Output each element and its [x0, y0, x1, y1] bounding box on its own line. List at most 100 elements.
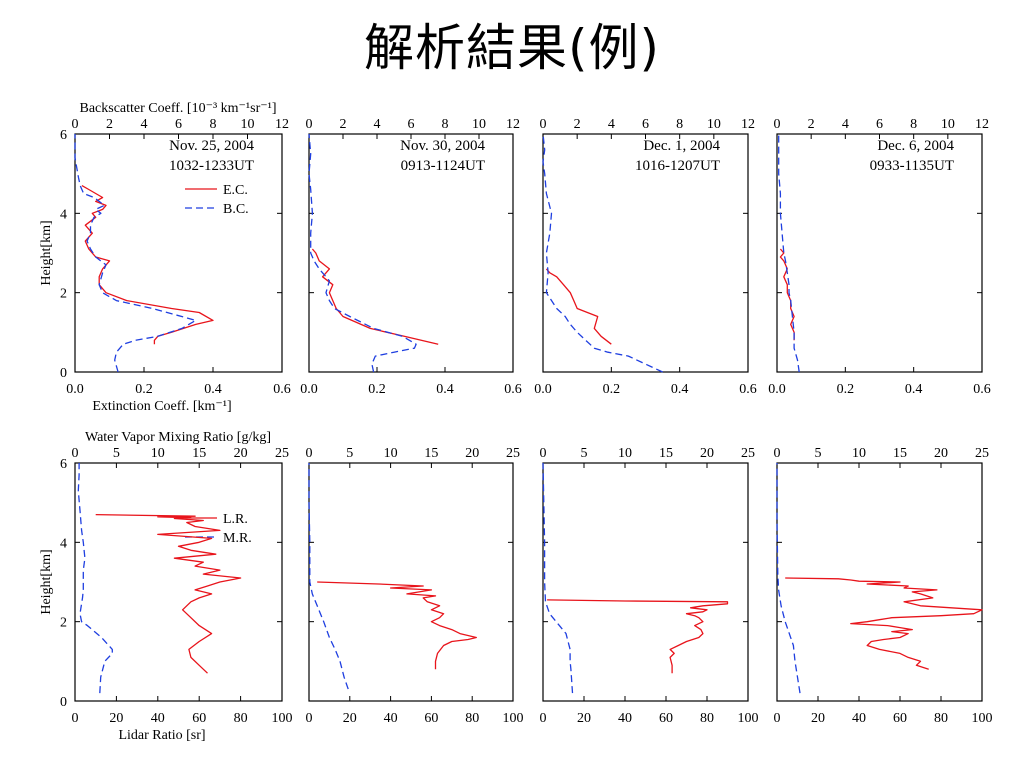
x-tick-label-bottom: 0.4 [204, 382, 222, 397]
panel-title-line: 0933-1135UT [870, 158, 954, 174]
x-tick-label-bottom: 0.2 [837, 382, 855, 397]
panel-bottom-nov25: 0 20 40 60 80 100 0 5 10 15 20 25 0 2 4 6 Water Vapor Mi… [39, 430, 293, 743]
x-tick-label-top: 5 [581, 446, 588, 461]
x-tick-label-top: 25 [506, 446, 520, 461]
panel-title-line: Nov. 25, 2004 [169, 138, 254, 154]
x-tick-label-top: 0 [72, 117, 79, 132]
x-tick-label-top: 6 [408, 117, 415, 132]
x-tick-label-bottom: 0.4 [905, 382, 923, 397]
x-tick-label-bottom: 20 [343, 711, 357, 726]
x-tick-label-bottom: 0.2 [603, 382, 621, 397]
x-tick-label-top: 0 [306, 117, 313, 132]
panel-title-line: Nov. 30, 2004 [400, 138, 485, 154]
panel-bottom-dec1: 0 20 40 60 80 100 0 5 10 15 20 25 [540, 446, 759, 726]
x-tick-label-top: 15 [659, 446, 673, 461]
x-tick-label-top: 20 [465, 446, 479, 461]
x-tick-label-bottom: 20 [577, 711, 591, 726]
series-line-mr [776, 463, 801, 694]
series-line-ec [311, 248, 439, 345]
x-tick-label-top: 8 [910, 117, 917, 132]
y-tick-label: 2 [60, 287, 67, 302]
x-tick-label-top: 20 [234, 446, 248, 461]
x-tick-label-bottom: 40 [384, 711, 398, 726]
legend-label: B.C. [223, 202, 249, 217]
panel-top-nov30: 0.0 0.2 0.4 0.6 0 2 4 6 8 10 12 Nov. 30, 2004 0913-1… [300, 117, 522, 397]
x-tick-label-bottom: 0.0 [768, 382, 786, 397]
top-axis-label: Backscatter Coeff. [10⁻³ km⁻¹sr⁻¹] [79, 101, 276, 116]
bottom-axis-label: Lidar Ratio [sr] [118, 728, 205, 743]
x-tick-label-top: 25 [975, 446, 989, 461]
x-tick-label-bottom: 100 [503, 711, 524, 726]
plot-frame [308, 462, 514, 702]
x-tick-label-bottom: 60 [192, 711, 206, 726]
legend-label: M.R. [223, 531, 252, 546]
x-tick-label-top: 25 [741, 446, 755, 461]
x-tick-label-top: 0 [774, 446, 781, 461]
x-tick-label-top: 15 [893, 446, 907, 461]
panel-top-dec6: 0.0 0.2 0.4 0.6 0 2 4 6 8 10 12 Dec. 6, 2004 0933-11… [768, 117, 991, 397]
y-tick-label: 4 [60, 207, 67, 222]
x-tick-label-top: 12 [741, 117, 755, 132]
plot-frame [776, 462, 983, 702]
x-tick-label-bottom: 100 [972, 711, 993, 726]
x-tick-label-bottom: 0 [774, 711, 781, 726]
x-tick-label-top: 25 [275, 446, 289, 461]
x-tick-label-bottom: 0.2 [135, 382, 153, 397]
series-line-bc [308, 133, 417, 373]
x-tick-label-top: 0 [540, 117, 547, 132]
x-tick-label-top: 4 [141, 117, 148, 132]
x-tick-label-bottom: 20 [811, 711, 825, 726]
panel-bottom-nov30: 0 20 40 60 80 100 0 5 10 15 20 25 [306, 446, 524, 726]
x-tick-label-bottom: 100 [738, 711, 759, 726]
x-tick-label-top: 12 [275, 117, 289, 132]
top-axis-label: Water Vapor Mixing Ratio [g/kg] [85, 430, 271, 445]
x-tick-label-top: 12 [975, 117, 989, 132]
x-tick-label-top: 10 [707, 117, 721, 132]
y-tick-label: 4 [60, 536, 67, 551]
slide-title: 解析結果(例) [363, 19, 660, 77]
x-tick-label-bottom: 0 [540, 711, 547, 726]
panel-title-line: 1016-1207UT [635, 158, 720, 174]
series-line-lr [547, 599, 729, 674]
panel-title-line: 1032-1233UT [169, 158, 254, 174]
x-tick-label-bottom: 60 [893, 711, 907, 726]
x-tick-label-top: 20 [700, 446, 714, 461]
x-tick-label-bottom: 40 [151, 711, 165, 726]
x-tick-label-bottom: 0.0 [300, 382, 318, 397]
series-line-lr [95, 513, 242, 674]
x-tick-label-top: 8 [442, 117, 449, 132]
legend-label: L.R. [223, 512, 248, 527]
x-tick-label-top: 10 [384, 446, 398, 461]
y-tick-label: 2 [60, 616, 67, 631]
y-tick-label: 0 [60, 695, 67, 710]
x-tick-label-bottom: 0.4 [671, 382, 689, 397]
x-tick-label-top: 6 [642, 117, 649, 132]
x-tick-label-top: 2 [808, 117, 815, 132]
x-tick-label-top: 2 [106, 117, 113, 132]
series-line-mr [542, 462, 574, 694]
x-tick-label-bottom: 0.6 [273, 382, 291, 397]
bottom-axis-label: Extinction Coeff. [km⁻¹] [92, 399, 231, 414]
x-tick-label-top: 12 [506, 117, 520, 132]
y-axis-label: Height[km] [39, 220, 54, 285]
x-tick-label-bottom: 0.6 [504, 382, 522, 397]
legend-label: E.C. [223, 183, 248, 198]
x-tick-label-top: 0 [306, 446, 313, 461]
panel-title-line: Dec. 6, 2004 [877, 138, 954, 154]
x-tick-label-top: 0 [72, 446, 79, 461]
x-tick-label-bottom: 80 [465, 711, 479, 726]
x-tick-label-bottom: 0.2 [368, 382, 386, 397]
x-tick-label-bottom: 0.6 [973, 382, 991, 397]
y-tick-label: 6 [60, 128, 67, 143]
x-tick-label-bottom: 20 [109, 711, 123, 726]
x-tick-label-bottom: 60 [424, 711, 438, 726]
x-tick-label-top: 15 [424, 446, 438, 461]
series-line-lr [785, 577, 983, 670]
x-tick-label-top: 10 [618, 446, 632, 461]
x-tick-label-top: 10 [472, 117, 486, 132]
panel-top-dec1: 0.0 0.2 0.4 0.6 0 2 4 6 8 10 12 Dec. 1, 2004 1016-12… [534, 117, 757, 397]
x-tick-label-top: 8 [210, 117, 217, 132]
x-tick-label-top: 10 [852, 446, 866, 461]
series-line-ec [81, 185, 214, 345]
